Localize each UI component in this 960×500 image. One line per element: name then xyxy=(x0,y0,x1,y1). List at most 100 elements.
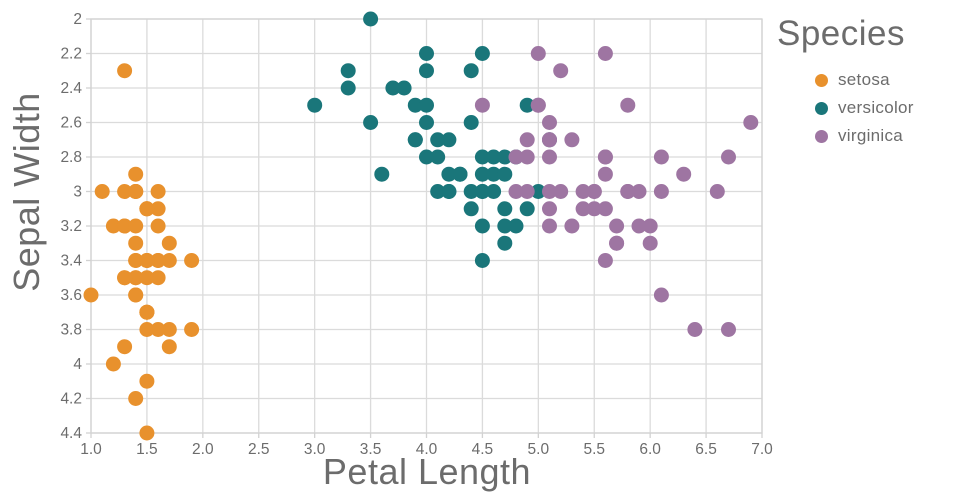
point-versicolor xyxy=(363,115,379,130)
point-versicolor xyxy=(486,166,502,182)
point-virginica xyxy=(609,218,625,234)
point-versicolor xyxy=(474,184,490,199)
point-setosa xyxy=(128,391,144,406)
point-setosa xyxy=(139,322,155,337)
point-setosa xyxy=(83,287,99,303)
point-versicolor xyxy=(452,166,468,182)
y-tick-label: 3.2 xyxy=(60,218,82,235)
point-versicolor xyxy=(407,132,423,148)
point-virginica xyxy=(743,115,759,130)
point-virginica xyxy=(642,218,658,234)
point-versicolor xyxy=(463,201,479,217)
x-tick-label: 4.0 xyxy=(416,441,438,458)
point-virginica xyxy=(564,218,580,234)
x-tick-label: 5.5 xyxy=(583,441,605,458)
point-versicolor xyxy=(307,97,323,113)
point-setosa xyxy=(117,270,133,286)
x-tick-label: 6.0 xyxy=(639,441,661,458)
y-tick-label: 4.2 xyxy=(60,391,82,408)
point-versicolor xyxy=(497,218,513,234)
y-tick-label: 3.6 xyxy=(60,287,82,304)
point-virginica xyxy=(542,218,557,234)
point-virginica xyxy=(575,201,591,217)
point-versicolor xyxy=(340,63,356,79)
point-versicolor xyxy=(396,80,412,96)
legend-item-setosa[interactable]: setosa xyxy=(815,66,914,94)
point-virginica xyxy=(542,132,557,148)
y-tick-label: 4.4 xyxy=(60,425,82,442)
point-virginica xyxy=(542,149,557,165)
y-tick-label: 3.4 xyxy=(60,253,82,270)
point-versicolor xyxy=(419,115,434,130)
y-tick-label: 3 xyxy=(73,184,82,201)
point-setosa xyxy=(94,184,110,199)
point-setosa xyxy=(128,253,144,268)
point-virginica xyxy=(542,115,557,130)
legend-item-versicolor[interactable]: versicolor xyxy=(815,94,914,122)
point-versicolor xyxy=(474,166,490,182)
point-virginica xyxy=(542,184,557,199)
x-tick-label: 3.0 xyxy=(304,441,326,458)
point-versicolor xyxy=(530,184,546,199)
point-versicolor xyxy=(486,149,502,165)
point-versicolor xyxy=(474,218,490,234)
point-setosa xyxy=(150,218,166,234)
point-versicolor xyxy=(519,201,535,217)
point-setosa xyxy=(161,322,177,337)
x-tick-label: 2.5 xyxy=(248,441,270,458)
point-virginica xyxy=(508,149,524,165)
point-versicolor xyxy=(463,115,479,130)
point-versicolor xyxy=(463,63,479,79)
point-setosa xyxy=(128,235,144,251)
point-setosa xyxy=(117,339,133,355)
legend-swatch-setosa-icon xyxy=(815,73,828,87)
point-virginica xyxy=(530,97,546,113)
legend-items: setosa versicolor virginica xyxy=(777,66,914,150)
point-virginica xyxy=(542,201,557,217)
legend-item-virginica[interactable]: virginica xyxy=(815,122,914,150)
point-versicolor xyxy=(474,253,490,268)
x-tick-label: 5.0 xyxy=(528,441,550,458)
legend-label-versicolor: versicolor xyxy=(838,98,914,117)
x-axis-title: Petal Length xyxy=(322,451,532,492)
point-versicolor xyxy=(474,46,490,61)
point-versicolor xyxy=(497,201,513,217)
point-setosa xyxy=(150,184,166,199)
point-versicolor xyxy=(430,184,446,199)
x-tick-label: 1.5 xyxy=(136,441,158,458)
point-virginica xyxy=(620,184,636,199)
point-versicolor xyxy=(497,235,513,251)
point-virginica xyxy=(721,322,736,337)
point-virginica xyxy=(631,184,647,199)
y-tick-label: 4 xyxy=(73,356,82,373)
point-setosa xyxy=(139,425,155,441)
legend-label-setosa: setosa xyxy=(838,70,890,89)
y-tick-label: 2.4 xyxy=(60,80,82,97)
point-setosa xyxy=(117,63,133,79)
point-setosa xyxy=(161,253,177,268)
point-virginica xyxy=(519,149,535,165)
point-setosa xyxy=(117,184,133,199)
point-versicolor xyxy=(374,166,390,182)
point-versicolor xyxy=(486,184,502,199)
point-setosa xyxy=(128,218,144,234)
point-virginica xyxy=(597,166,613,182)
y-tick-label: 2.6 xyxy=(60,115,82,132)
point-versicolor xyxy=(419,97,434,113)
point-versicolor xyxy=(407,97,423,113)
point-virginica xyxy=(631,218,647,234)
point-versicolor xyxy=(441,166,457,182)
point-virginica xyxy=(709,184,725,199)
point-versicolor xyxy=(430,132,446,148)
legend-swatch-virginica-icon xyxy=(815,129,828,143)
point-virginica xyxy=(687,322,703,337)
y-tick-label: 2.8 xyxy=(60,149,82,166)
point-setosa xyxy=(150,201,166,217)
point-setosa xyxy=(161,339,177,355)
point-versicolor xyxy=(419,63,434,79)
point-versicolor xyxy=(519,97,535,113)
point-virginica xyxy=(597,149,613,165)
point-virginica xyxy=(564,132,580,148)
